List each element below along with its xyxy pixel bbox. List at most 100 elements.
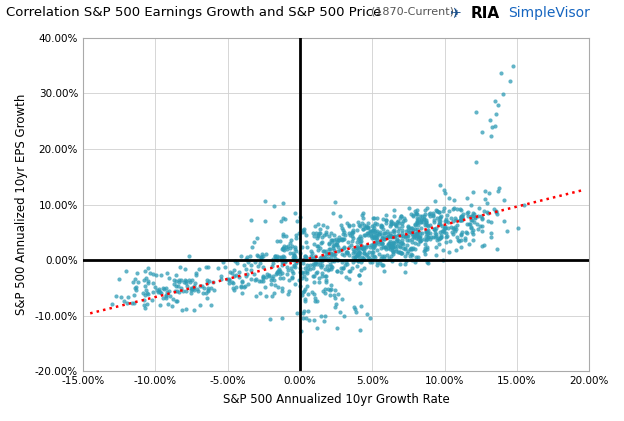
- Point: [440, 224, 450, 231]
- Point: [278, 254, 288, 261]
- Point: [276, 258, 286, 265]
- Point: [372, 236, 382, 243]
- Point: [334, 213, 344, 220]
- Point: [171, 271, 181, 278]
- Point: [288, 254, 298, 261]
- Point: [413, 241, 423, 248]
- Point: [175, 263, 185, 270]
- Point: [318, 261, 328, 268]
- Point: [451, 226, 461, 232]
- Point: [246, 262, 256, 269]
- Point: [310, 260, 320, 266]
- Point: [380, 233, 390, 240]
- Point: [363, 254, 373, 261]
- Point: [421, 228, 431, 235]
- Point: [161, 292, 171, 299]
- Point: [188, 285, 198, 292]
- Point: [281, 243, 291, 250]
- Point: [458, 210, 468, 217]
- Point: [379, 235, 389, 242]
- Point: [357, 245, 367, 251]
- Point: [353, 219, 363, 226]
- Point: [404, 237, 414, 244]
- Point: [428, 233, 438, 240]
- Point: [391, 222, 401, 229]
- Point: [452, 206, 462, 213]
- Point: [408, 212, 418, 219]
- Point: [139, 296, 149, 303]
- Point: [354, 272, 364, 279]
- Point: [395, 242, 405, 249]
- Point: [444, 248, 454, 255]
- Point: [411, 240, 421, 246]
- Point: [403, 223, 413, 230]
- Point: [319, 256, 329, 262]
- Point: [435, 217, 445, 224]
- Point: [328, 251, 338, 258]
- Point: [442, 233, 452, 240]
- Point: [220, 263, 230, 270]
- Point: [264, 272, 274, 279]
- Point: [246, 216, 256, 223]
- Point: [357, 253, 367, 260]
- Point: [369, 243, 379, 250]
- Point: [180, 305, 190, 312]
- Point: [326, 250, 336, 257]
- Point: [383, 242, 393, 248]
- Point: [372, 262, 382, 269]
- Point: [172, 298, 182, 304]
- Point: [281, 245, 291, 252]
- Point: [386, 247, 396, 254]
- Point: [414, 221, 424, 228]
- Point: [323, 267, 333, 274]
- Point: [273, 268, 283, 274]
- Point: [456, 207, 466, 213]
- Point: [276, 253, 286, 260]
- Point: [456, 236, 466, 243]
- Point: [314, 230, 324, 237]
- Point: [443, 225, 453, 232]
- Point: [295, 265, 305, 272]
- Point: [351, 254, 361, 261]
- Point: [463, 209, 473, 216]
- Point: [164, 275, 174, 282]
- Point: [331, 236, 341, 243]
- Point: [410, 232, 420, 239]
- Point: [241, 265, 251, 272]
- Point: [466, 217, 475, 224]
- Point: [313, 233, 323, 240]
- Point: [140, 283, 150, 290]
- Point: [152, 287, 162, 294]
- Point: [234, 273, 244, 280]
- Point: [140, 292, 150, 298]
- Point: [300, 307, 310, 314]
- Point: [363, 220, 373, 227]
- Point: [450, 224, 460, 230]
- Point: [368, 256, 378, 262]
- Point: [470, 109, 480, 116]
- Point: [410, 246, 420, 253]
- Point: [202, 279, 212, 286]
- Point: [395, 244, 405, 251]
- Point: [168, 296, 178, 303]
- Point: [391, 246, 401, 253]
- Point: [236, 278, 246, 285]
- Point: [396, 232, 406, 239]
- Point: [374, 231, 384, 238]
- Point: [243, 280, 253, 287]
- Point: [150, 284, 160, 290]
- Point: [356, 259, 366, 266]
- Point: [483, 218, 493, 225]
- Point: [372, 247, 382, 254]
- Point: [465, 221, 475, 227]
- Point: [359, 250, 369, 256]
- Point: [189, 287, 199, 293]
- Point: [283, 290, 293, 297]
- Point: [446, 215, 456, 221]
- Point: [361, 252, 371, 258]
- Point: [348, 246, 358, 253]
- Point: [492, 210, 502, 217]
- Point: [295, 230, 305, 237]
- Point: [178, 288, 188, 294]
- Point: [421, 220, 431, 227]
